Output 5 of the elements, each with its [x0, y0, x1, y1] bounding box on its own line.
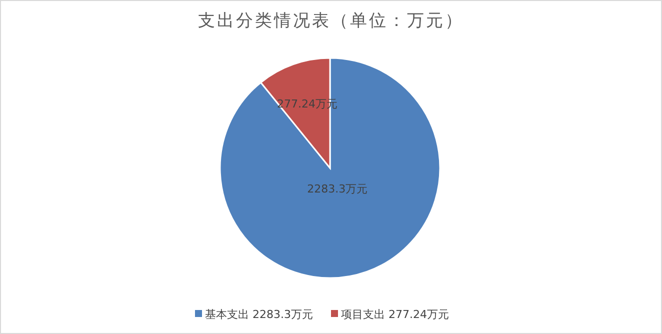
chart-title: 支出分类情况表（单位：万元） [198, 11, 464, 31]
legend-label: 项目支出 277.24万元 [341, 308, 449, 321]
data-label: 2283.3万元 [307, 182, 368, 196]
pie-slice [219, 57, 441, 279]
legend-label: 基本支出 2283.3万元 [205, 308, 313, 321]
